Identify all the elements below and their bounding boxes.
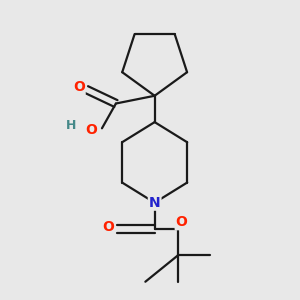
Text: O: O [176,215,188,229]
Text: O: O [85,123,97,137]
Text: O: O [102,220,114,234]
Text: N: N [149,196,161,210]
Text: O: O [73,80,85,94]
Text: H: H [66,119,76,132]
